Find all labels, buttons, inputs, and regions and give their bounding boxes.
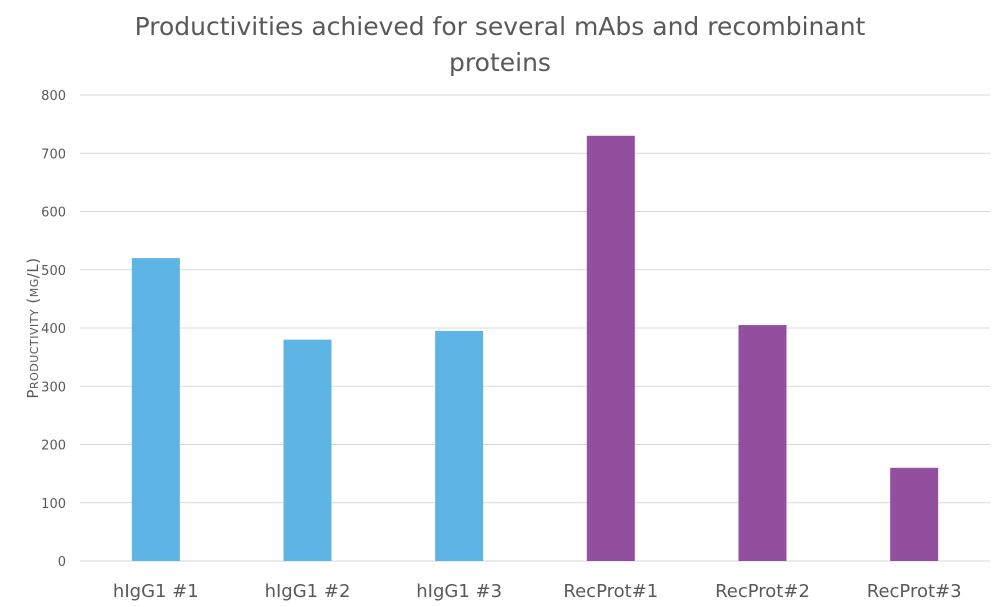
- y-tick-label: 600: [41, 206, 66, 221]
- x-category-label: hIgG1 #1: [113, 581, 199, 602]
- bar: [283, 339, 332, 561]
- y-tick-label: 0: [58, 555, 66, 570]
- y-tick-label: 400: [41, 322, 66, 337]
- chart-title-line-2: proteins: [449, 48, 551, 77]
- bar: [890, 467, 939, 561]
- y-axis-label: Productivity (mg/L): [24, 257, 42, 398]
- x-category-label: hIgG1 #3: [416, 581, 502, 602]
- y-tick-label: 200: [41, 439, 66, 454]
- bar: [131, 258, 180, 561]
- y-tick-label: 500: [41, 264, 66, 279]
- y-tick-label: 800: [41, 89, 66, 104]
- bar: [738, 325, 787, 561]
- x-category-label: hIgG1 #2: [265, 581, 351, 602]
- chart-title-line-1: Productivities achieved for several mAbs…: [135, 12, 866, 41]
- bar: [586, 135, 635, 561]
- bar: [435, 330, 484, 561]
- x-category-label: RecProt#3: [867, 581, 962, 602]
- y-tick-label: 300: [41, 380, 66, 395]
- x-category-label: RecProt#1: [563, 581, 658, 602]
- y-tick-label: 700: [41, 147, 66, 162]
- x-category-label: RecProt#2: [715, 581, 810, 602]
- y-tick-label: 100: [41, 497, 66, 512]
